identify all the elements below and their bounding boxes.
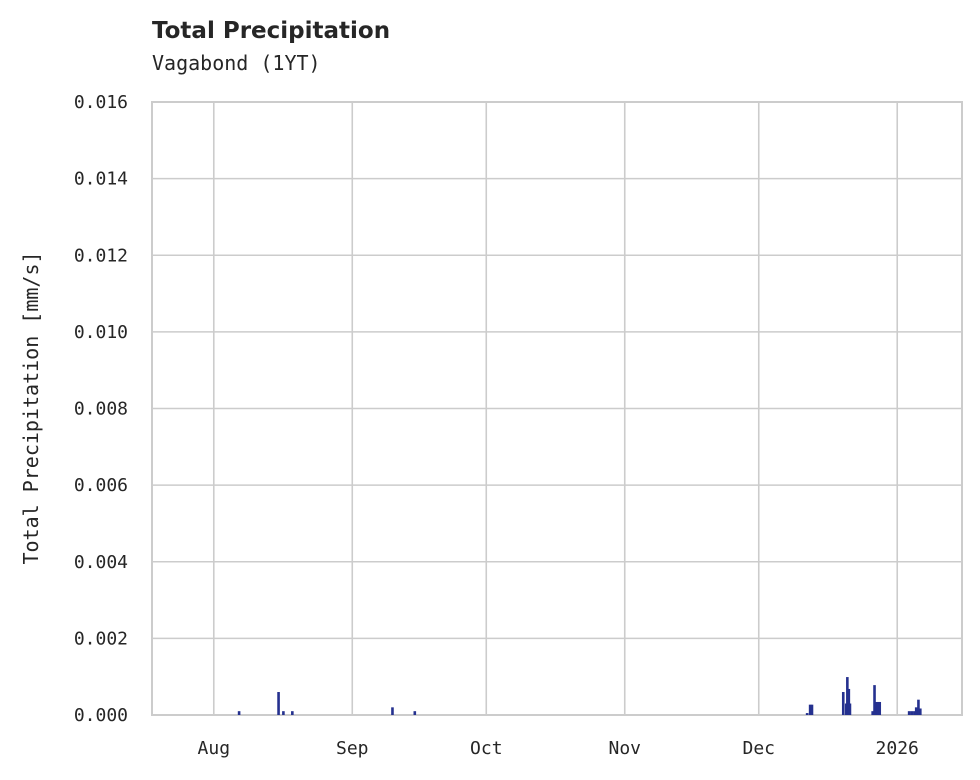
x-tick-label: Oct — [470, 738, 503, 759]
y-tick-label: 0.014 — [74, 169, 128, 190]
precipitation-bar — [291, 711, 294, 715]
precipitation-bar — [873, 685, 876, 715]
chart-subtitle: Vagabond (1YT) — [152, 51, 321, 75]
precipitation-bar — [848, 703, 852, 715]
precipitation-bar — [810, 704, 814, 715]
precipitation-bar — [841, 692, 845, 715]
y-tick-label: 0.010 — [74, 322, 128, 343]
y-axis-label: Total Precipitation [mm/s] — [19, 251, 43, 564]
y-tick-label: 0.004 — [74, 552, 128, 573]
precipitation-bar — [919, 708, 922, 715]
precipitation-bar — [237, 711, 241, 715]
precipitation-bar — [282, 711, 285, 715]
precipitation-bar — [808, 704, 812, 715]
precipitation-bar — [871, 711, 874, 715]
precipitation-bar — [907, 711, 911, 715]
precipitation-bar — [878, 701, 882, 715]
x-tick-label: Dec — [742, 738, 775, 759]
y-tick-label: 0.006 — [74, 475, 128, 496]
precipitation-bar — [413, 711, 417, 715]
plot-frame — [151, 101, 963, 716]
x-tick-label: Sep — [336, 738, 369, 759]
y-tick-label: 0.000 — [74, 705, 128, 726]
x-tick-label: 2026 — [876, 738, 919, 759]
precipitation-bar — [805, 713, 809, 715]
y-tick-label: 0.012 — [74, 245, 128, 266]
precipitation-bar — [876, 701, 880, 715]
precipitation-bar — [875, 701, 878, 715]
y-tick-label: 0.016 — [74, 92, 128, 113]
precipitation-bar — [910, 711, 914, 715]
chart-title: Total Precipitation — [152, 18, 391, 44]
precipitation-bar — [917, 699, 920, 715]
y-tick-label: 0.008 — [74, 399, 128, 420]
x-tick-label: Nov — [608, 738, 641, 759]
x-tick-label: Aug — [198, 738, 231, 759]
precipitation-bar — [913, 711, 916, 715]
y-tick-label: 0.002 — [74, 628, 128, 649]
precipitation-bar — [391, 707, 394, 715]
precipitation-bar — [847, 688, 851, 715]
precipitation-bar — [914, 707, 918, 715]
precipitation-bar — [277, 692, 280, 715]
precipitation-bar — [846, 677, 849, 715]
